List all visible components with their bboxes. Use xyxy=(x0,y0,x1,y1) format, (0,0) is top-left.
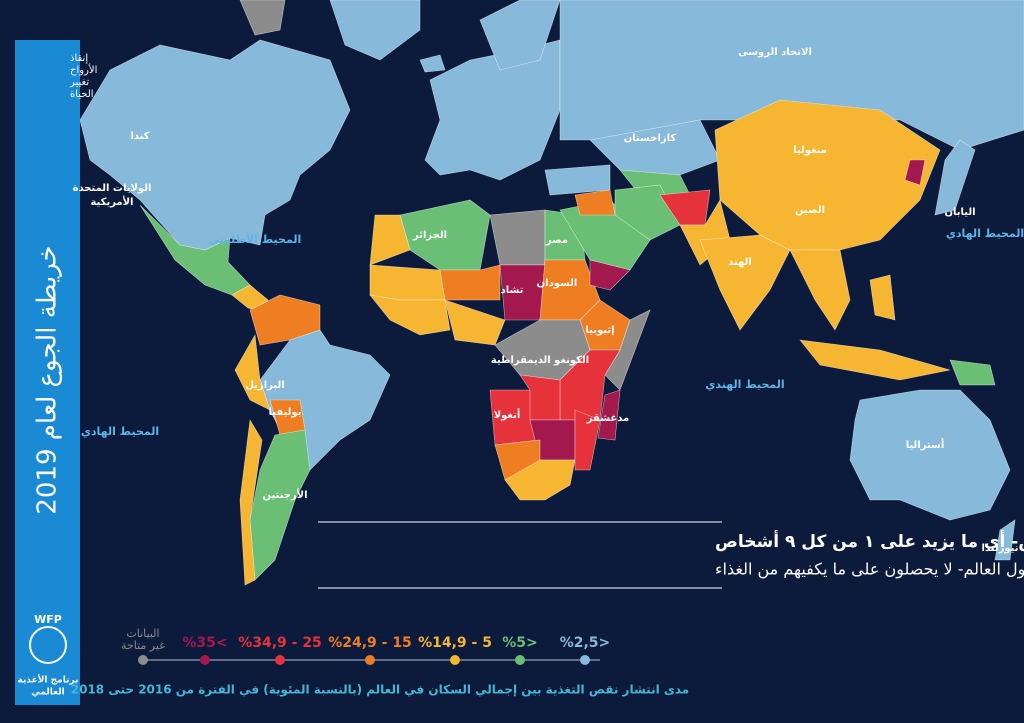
slogan-line: الأرواح xyxy=(70,63,97,76)
legend-label: %2,5> xyxy=(560,635,611,651)
country-region xyxy=(904,159,926,186)
legend-label: غير متاحة xyxy=(121,639,165,652)
country-region xyxy=(369,214,411,266)
country-label: مصر xyxy=(545,235,568,246)
country-label: الصين xyxy=(795,205,825,216)
country-region xyxy=(369,294,451,336)
country-region xyxy=(369,264,446,301)
slogan-line: إنقاذ xyxy=(70,53,88,64)
map-labels: الاتحاد الروسى كندا الولايات المتحدةالأمري… xyxy=(73,47,1024,554)
country-label: كندا xyxy=(130,131,149,142)
map xyxy=(79,0,1024,586)
legend-dot xyxy=(138,655,148,665)
legend-dot xyxy=(580,655,590,665)
country-label: الهند xyxy=(728,257,752,268)
logo-acronym: WFP xyxy=(34,613,62,626)
slogan-line: الحياة xyxy=(70,89,94,100)
legend-label: %35< xyxy=(182,635,227,651)
country-region xyxy=(479,0,561,71)
country-region xyxy=(574,409,601,471)
country-region xyxy=(419,54,446,73)
legend-label: %34,9 - 25 xyxy=(238,635,322,651)
country-region xyxy=(239,0,286,36)
country-label: الولايات المتحدة xyxy=(73,183,152,194)
country-region xyxy=(249,429,311,581)
banner-title: خريطة الجوع لعام 2019 xyxy=(33,245,63,514)
country-label: أستراليا xyxy=(906,438,945,451)
country-label: تشاد xyxy=(501,285,524,296)
country-region xyxy=(489,209,546,266)
legend-label: %24,9 - 15 xyxy=(328,635,412,651)
country-region xyxy=(949,359,996,386)
country-label: اليابان xyxy=(944,207,975,218)
logo-name-line: العالمي xyxy=(31,688,64,698)
country-label: منغوليا xyxy=(793,145,827,156)
ocean-label: المحيط الهادي xyxy=(946,227,1024,240)
slogan-line: تغيير xyxy=(69,77,89,88)
country-label: الأرجنتين xyxy=(262,488,307,501)
country-label: مدغشقر xyxy=(586,413,629,424)
country-region xyxy=(589,119,721,176)
country-region xyxy=(714,99,941,251)
country-region xyxy=(869,274,896,321)
logo-name: برنامج الأغذية العالمي xyxy=(18,674,79,698)
country-region xyxy=(234,334,271,411)
country-label: السودان xyxy=(537,278,578,289)
country-region xyxy=(239,419,263,586)
country-label: الكونغو الديمقراطية xyxy=(491,355,589,366)
legend-dot xyxy=(275,655,285,665)
legend-title: مدى انتشار نقص التغذية بين إجمالي السكان… xyxy=(71,683,689,698)
ocean-label: المحيط الهادي xyxy=(81,425,159,438)
statement-line: ٨٢١ مليون شخص- أي ما يزيد على ١ من كل ٩ … xyxy=(715,530,1024,552)
legend-dot xyxy=(365,655,375,665)
country-region xyxy=(589,259,631,291)
country-region xyxy=(799,339,951,381)
country-region xyxy=(994,519,1016,561)
country-region xyxy=(79,39,351,251)
logo-emblem xyxy=(29,626,67,664)
legend-dot xyxy=(515,655,525,665)
country-label: أنغولا xyxy=(494,408,521,421)
country-region xyxy=(934,139,976,216)
banner xyxy=(15,40,80,705)
country-label: بوليفيا xyxy=(269,407,302,418)
country-label: الجزائر xyxy=(412,230,447,241)
country-region xyxy=(789,249,851,331)
country-label: البرازيل xyxy=(245,380,284,391)
country-label: الاتحاد الروسى xyxy=(738,47,812,58)
country-label: الأمريكية xyxy=(90,195,133,208)
legend-dot xyxy=(200,655,210,665)
country-region xyxy=(439,264,501,301)
country-region xyxy=(504,459,576,501)
country-label: كازاخستان xyxy=(624,133,677,144)
legend-dot xyxy=(450,655,460,665)
country-region xyxy=(139,204,251,296)
legend-label: %14,9 - 5 xyxy=(418,635,492,651)
legend-label: %5> xyxy=(502,635,538,651)
country-region xyxy=(329,0,421,61)
country-region xyxy=(544,164,611,196)
country-region xyxy=(597,389,621,441)
statement-line: حول العالم- لا يحصلون على ما يكفيهم من ا… xyxy=(715,560,1024,580)
country-label: نيوزلندا xyxy=(982,543,1019,554)
country-region xyxy=(604,309,651,391)
logo-name-line: برنامج الأغذية xyxy=(18,674,79,686)
country-region xyxy=(849,389,1011,521)
country-label: إثيوبيا xyxy=(585,325,614,336)
ocean-label: المحيط الأطلسي xyxy=(209,232,301,246)
ocean-label: المحيط الهندي xyxy=(705,378,784,391)
legend-label: البيانات xyxy=(126,627,159,640)
